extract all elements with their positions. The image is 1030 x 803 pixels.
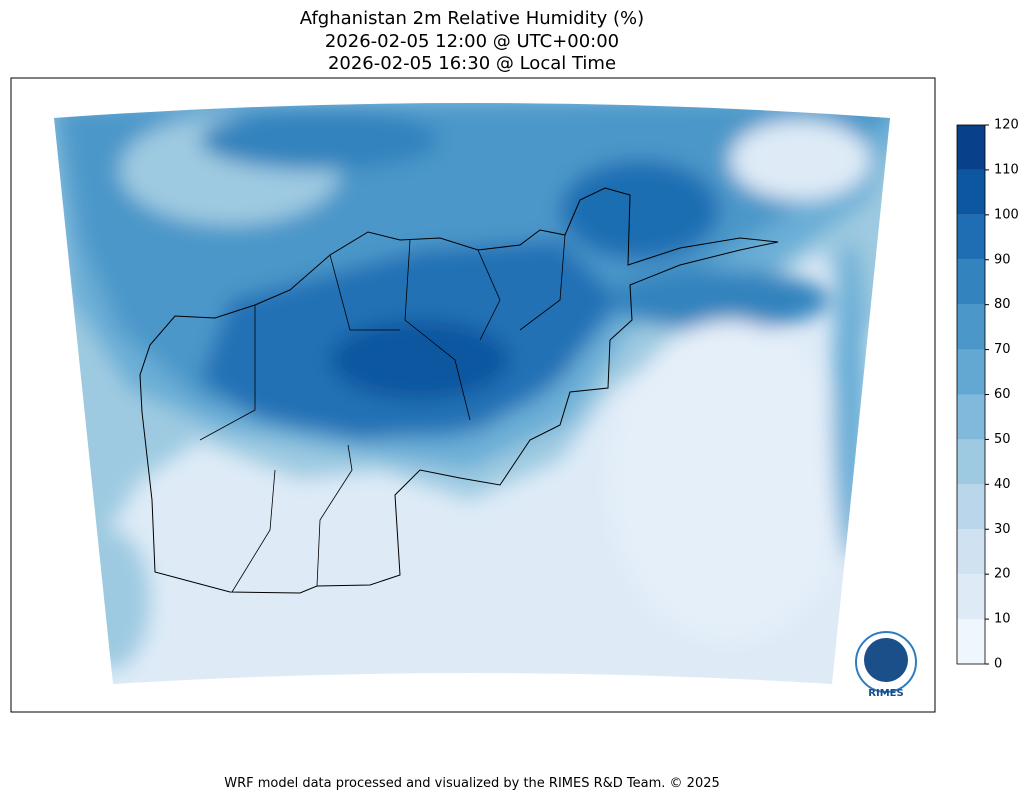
colorbar-segment <box>957 394 985 440</box>
colorbar-segment <box>957 439 985 485</box>
colorbar: 0 10 20 30 40 50 60 70 80 90 100 110 120 <box>956 118 1019 672</box>
colorbar-tick-label: 110 <box>994 162 1019 177</box>
colorbar-segment <box>957 619 985 664</box>
province-borders <box>199 234 566 593</box>
colorbar-tick-label: 40 <box>994 477 1011 492</box>
colorbar-segment <box>957 484 985 530</box>
country-outline <box>139 187 779 594</box>
colorbar-tick-label: 30 <box>994 522 1011 537</box>
colorbar-segment <box>957 304 985 350</box>
colorbar-segment <box>957 574 985 620</box>
title-line: 2026-02-05 16:30 @ Local Time <box>328 53 616 74</box>
colorbar-segment <box>957 529 985 575</box>
colorbar-segment <box>957 125 985 170</box>
logo-label: RIMES <box>868 688 903 699</box>
colorbar-tick-label: 20 <box>994 567 1011 582</box>
logo: RIMES <box>855 631 917 699</box>
colorbar-tick-label: 120 <box>994 118 1019 133</box>
colorbar-segment <box>957 349 985 395</box>
footer: WRF model data processed and visualized … <box>224 776 720 791</box>
colorbar-tick-label: 10 <box>994 612 1011 627</box>
colorbar-tick-label: 70 <box>994 342 1011 357</box>
colorbar-tick-label: 80 <box>994 297 1011 312</box>
colorbar-tick-label: 50 <box>994 432 1011 447</box>
title-line: 2026-02-05 12:00 @ UTC+00:00 <box>325 31 619 52</box>
colorbar-segment <box>957 214 985 260</box>
colorbar-tick-label: 0 <box>994 657 1002 672</box>
colorbar-segment <box>957 169 985 215</box>
colorbar-tick-label: 100 <box>994 207 1019 222</box>
colorbar-segment <box>957 259 985 305</box>
humidity-field <box>54 103 890 684</box>
title-line: Afghanistan 2m Relative Humidity (%) <box>300 8 644 29</box>
colorbar-tick-label: 90 <box>994 252 1011 267</box>
colorbar-tick-label: 60 <box>994 387 1011 402</box>
